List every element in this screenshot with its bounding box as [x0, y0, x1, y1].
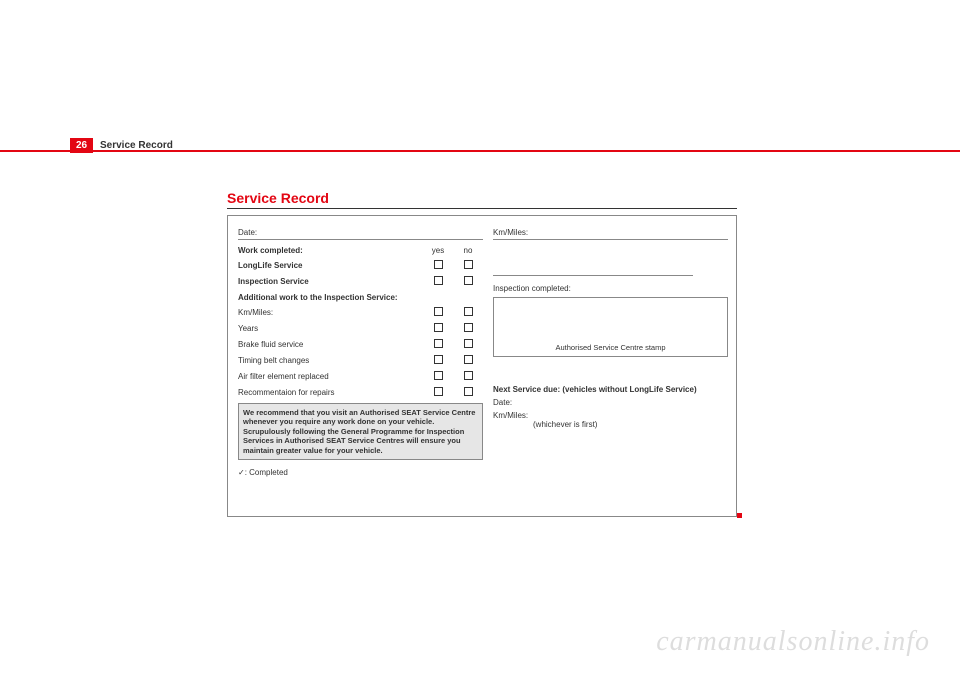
checkbox-icon[interactable] — [434, 307, 443, 316]
row-longlife: LongLife Service — [238, 260, 483, 271]
no-header: no — [453, 246, 483, 255]
next-km-miles-label: Km/Miles: — [493, 411, 728, 420]
km-miles-label: Km/Miles: — [238, 308, 423, 317]
service-record-form: Date: Work completed: yes no LongLife Se… — [227, 215, 737, 517]
years-label: Years — [238, 324, 423, 333]
page-number-badge: 26 — [70, 138, 93, 153]
end-marker-icon — [737, 513, 742, 518]
inspection-label: Inspection Service — [238, 277, 423, 286]
recommendation-box: We recommend that you visit an Authorise… — [238, 403, 483, 460]
checkbox-icon[interactable] — [434, 339, 443, 348]
checkbox-icon[interactable] — [464, 260, 473, 269]
recommendation-label: Recommentaion for repairs — [238, 388, 423, 397]
next-date-label: Date: — [493, 398, 728, 407]
checkbox-icon[interactable] — [434, 355, 443, 364]
additional-work-label: Additional work to the Inspection Servic… — [238, 293, 483, 302]
row-brake-fluid: Brake fluid service — [238, 339, 483, 350]
checkbox-icon[interactable] — [434, 276, 443, 285]
air-filter-label: Air filter element replaced — [238, 372, 423, 381]
row-air-filter: Air filter element replaced — [238, 371, 483, 382]
row-inspection: Inspection Service — [238, 276, 483, 287]
running-title: Service Record — [100, 140, 173, 151]
inspection-completed-label: Inspection completed: — [493, 284, 728, 293]
whichever-first-label: (whichever is first) — [533, 420, 728, 429]
checkbox-icon[interactable] — [464, 307, 473, 316]
yes-header: yes — [423, 246, 453, 255]
row-recommendation: Recommentaion for repairs — [238, 387, 483, 398]
date-field: Date: — [238, 226, 483, 240]
stamp-box: Authorised Service Centre stamp — [493, 297, 728, 357]
yes-no-header: Work completed: yes no — [238, 246, 483, 255]
checkbox-icon[interactable] — [434, 371, 443, 380]
timing-belt-label: Timing belt changes — [238, 356, 423, 365]
row-km-miles: Km/Miles: — [238, 307, 483, 318]
km-miles-field: Km/Miles: — [493, 226, 728, 240]
left-column: Date: Work completed: yes no LongLife Se… — [238, 226, 483, 477]
page: 26 Service Record Service Record Date: W… — [0, 0, 960, 678]
checkbox-icon[interactable] — [464, 276, 473, 285]
checkbox-icon[interactable] — [464, 387, 473, 396]
checkbox-icon[interactable] — [464, 339, 473, 348]
checkbox-icon[interactable] — [434, 323, 443, 332]
longlife-label: LongLife Service — [238, 261, 423, 270]
checkbox-icon[interactable] — [434, 387, 443, 396]
stamp-label: Authorised Service Centre stamp — [494, 343, 727, 352]
row-timing-belt: Timing belt changes — [238, 355, 483, 366]
brake-fluid-label: Brake fluid service — [238, 340, 423, 349]
legend-completed: ✓: Completed — [238, 468, 483, 477]
watermark: carmanualsonline.info — [656, 626, 930, 658]
right-column: Km/Miles: Inspection completed: Authoris… — [493, 226, 728, 429]
work-completed-label: Work completed: — [238, 246, 423, 255]
checkbox-icon[interactable] — [434, 260, 443, 269]
row-years: Years — [238, 323, 483, 334]
section-title: Service Record — [227, 190, 329, 206]
checkbox-icon[interactable] — [464, 323, 473, 332]
checkbox-icon[interactable] — [464, 371, 473, 380]
next-service-label: Next Service due: (vehicles without Long… — [493, 385, 728, 394]
section-rule — [227, 208, 737, 209]
checkbox-icon[interactable] — [464, 355, 473, 364]
blank-line — [493, 275, 693, 276]
